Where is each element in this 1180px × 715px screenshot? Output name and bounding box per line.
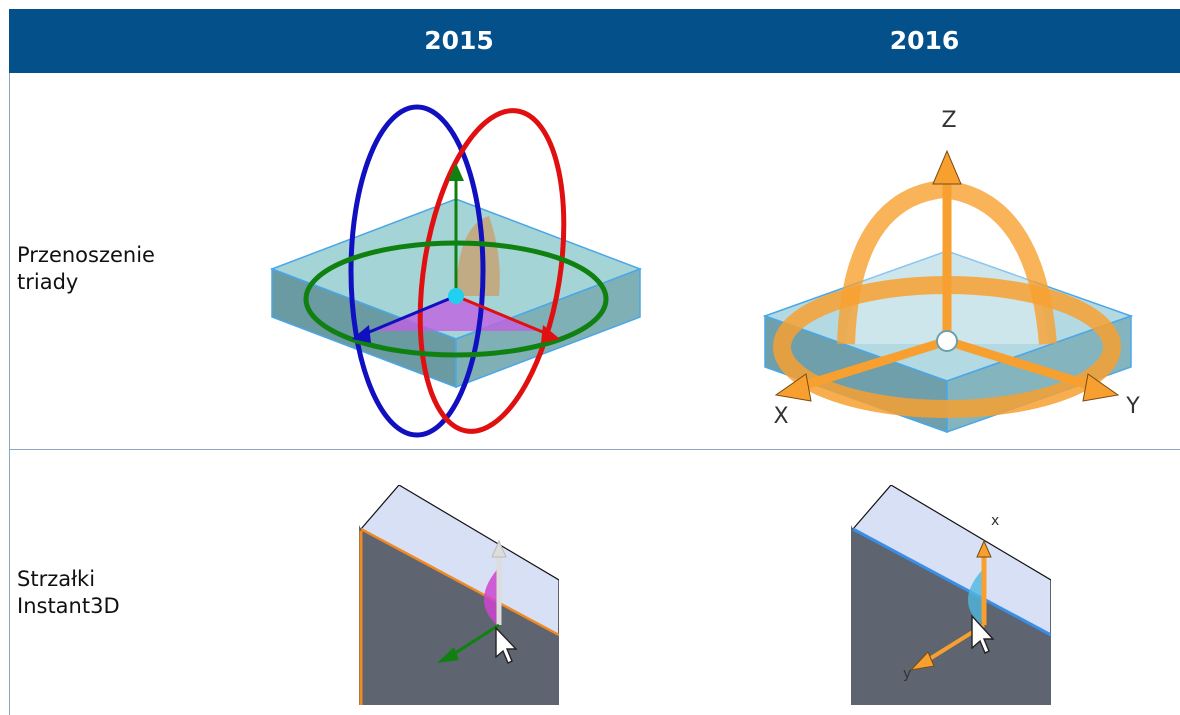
axis-label-z: Z xyxy=(941,108,956,133)
instant3d-2015-image xyxy=(359,485,559,705)
comparison-table: 2015 2016 Przenoszenie triady Strzałki I… xyxy=(9,9,1180,715)
axis-label-x-small: x xyxy=(991,513,999,529)
axis-label-y: Y xyxy=(1125,394,1140,419)
triad-2016-image: Z X Y xyxy=(761,89,1151,449)
axis-label-x: X xyxy=(773,404,788,429)
row-label-instant3d: Strzałki Instant3D xyxy=(17,566,120,620)
axis-label-y-small: y xyxy=(903,666,911,682)
instant3d-2016-image: x y xyxy=(851,485,1051,705)
table-header: 2015 2016 xyxy=(9,9,1180,73)
header-cell-feature xyxy=(9,9,249,73)
table-border-left xyxy=(9,73,10,715)
header-cell-2015: 2015 xyxy=(249,9,669,73)
triad-2015-image xyxy=(267,91,657,451)
header-cell-2016: 2016 xyxy=(669,9,1180,73)
row-label-triad: Przenoszenie triady xyxy=(17,242,155,296)
